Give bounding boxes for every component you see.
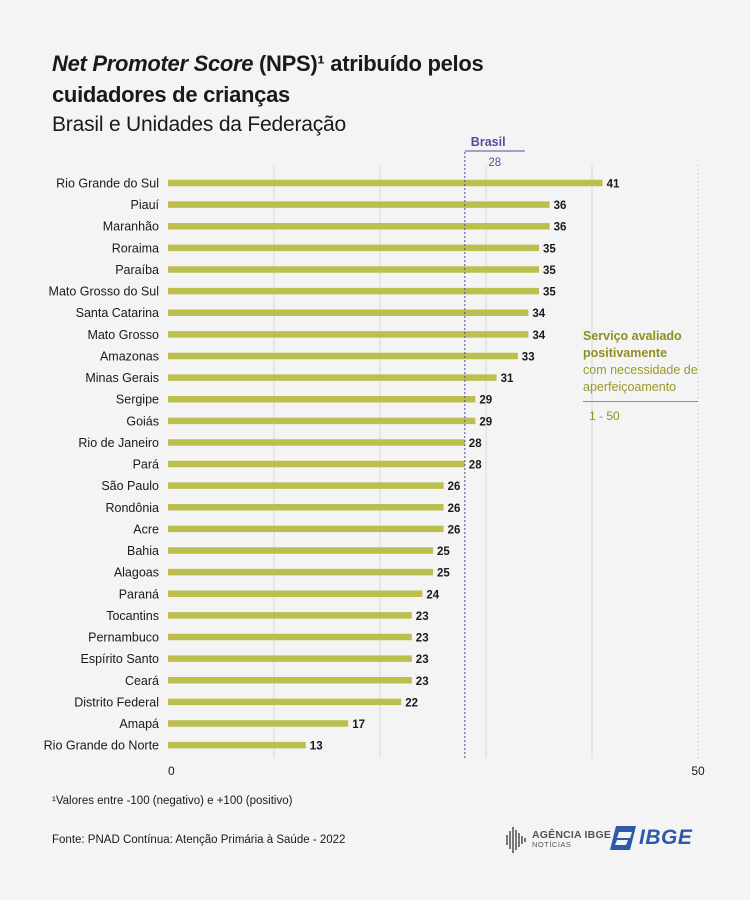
value-label: 23 (416, 654, 429, 666)
chart-title-line1: Net Promoter Score (NPS)¹ atribuído pelo… (52, 48, 652, 79)
brasil-label: Brasil (471, 135, 506, 149)
ibge-logo: IBGE (610, 826, 692, 850)
category-label: Rio Grande do Norte (44, 739, 159, 753)
category-label: Piauí (131, 198, 160, 212)
category-label: Mato Grosso do Sul (49, 285, 159, 299)
category-label: Maranhão (103, 220, 159, 234)
side-note-line4: aperfeiçoamento (583, 380, 677, 394)
category-label: Bahia (127, 544, 159, 558)
category-label: Rio Grande do Sul (56, 177, 159, 191)
category-label: Minas Gerais (85, 371, 159, 385)
category-label: Amapá (119, 717, 159, 731)
value-label: 23 (416, 633, 429, 645)
source-note: Fonte: PNAD Contínua: Atenção Primária à… (52, 834, 346, 846)
chart-title-line2: cuidadores de crianças (52, 82, 290, 107)
value-label: 22 (405, 697, 418, 709)
value-label: 23 (416, 611, 429, 623)
category-label: Paraná (119, 587, 159, 601)
category-label: Distrito Federal (74, 695, 159, 709)
side-note: Serviço avaliado positivamente com neces… (583, 328, 703, 396)
category-label: Espírito Santo (80, 652, 159, 666)
value-label: 36 (554, 222, 567, 234)
value-label: 26 (448, 524, 461, 536)
value-label: 17 (352, 719, 365, 731)
agencia-logo-line2: NOTÍCIAS (532, 840, 572, 849)
value-label: 35 (543, 243, 556, 255)
value-label: 35 (543, 287, 556, 299)
category-label: Rondônia (105, 501, 159, 515)
category-label: Rio de Janeiro (78, 436, 159, 450)
category-label: Ceará (125, 674, 159, 688)
category-label: Tocantins (106, 609, 159, 623)
category-label: Roraima (112, 241, 159, 255)
footnote: ¹Valores entre -100 (negativo) e +100 (p… (52, 795, 293, 807)
category-label: Alagoas (114, 566, 159, 580)
category-label: Pará (133, 458, 159, 472)
category-label: Amazonas (100, 349, 159, 363)
value-label: 23 (416, 676, 429, 688)
value-label: 36 (554, 200, 567, 212)
side-note-range: 1 - 50 (589, 409, 620, 423)
side-note-line2: positivamente (583, 346, 668, 360)
bar-chart: Rio Grande do Sul 41 Piauí 36 Maranhão 36 Rora… (44, 135, 705, 778)
value-label: 35 (543, 265, 556, 277)
side-note-rule (583, 401, 698, 402)
agencia-logo-line1: AGÊNCIA IBGE (532, 829, 612, 841)
title-block: Net Promoter Score (NPS)¹ atribuído pelo… (52, 48, 652, 140)
value-label: 25 (437, 568, 450, 580)
x-tick-label: 0 (168, 764, 175, 778)
value-label: 34 (532, 308, 545, 320)
category-label: Acre (133, 522, 159, 536)
category-label: Santa Catarina (76, 306, 159, 320)
agencia-ibge-logo: AGÊNCIA IBGE NOTÍCIAS (506, 827, 611, 853)
side-note-line3: com necessidade de (583, 363, 698, 377)
x-tick-label: 50 (691, 764, 705, 778)
value-label: 24 (426, 589, 439, 601)
value-label: 13 (310, 741, 323, 753)
value-label: 34 (532, 330, 545, 342)
value-label: 28 (469, 460, 482, 472)
agencia-bars-icon (506, 827, 526, 853)
value-label: 28 (469, 438, 482, 450)
value-label: 29 (479, 416, 492, 428)
category-label: São Paulo (101, 479, 159, 493)
value-label: 26 (448, 503, 461, 515)
value-label: 31 (501, 373, 514, 385)
category-label: Sergipe (116, 393, 159, 407)
value-label: 33 (522, 351, 535, 363)
brasil-value: 28 (488, 157, 501, 169)
value-label: 29 (479, 395, 492, 407)
side-note-line1: Serviço avaliado (583, 329, 682, 343)
category-label: Paraíba (115, 263, 159, 277)
ibge-emblem-icon (610, 826, 636, 850)
value-label: 26 (448, 481, 461, 493)
value-label: 25 (437, 546, 450, 558)
ibge-logo-text: IBGE (639, 826, 693, 849)
title-italic: Net Promoter Score (52, 51, 254, 76)
category-label: Pernambuco (88, 631, 159, 645)
value-label: 41 (607, 179, 620, 191)
category-label: Goiás (126, 414, 159, 428)
chart-subtitle: Brasil e Unidades da Federação (52, 113, 347, 136)
category-label: Mato Grosso (87, 328, 159, 342)
title-rest: (NPS)¹ atribuído pelos (253, 51, 484, 76)
